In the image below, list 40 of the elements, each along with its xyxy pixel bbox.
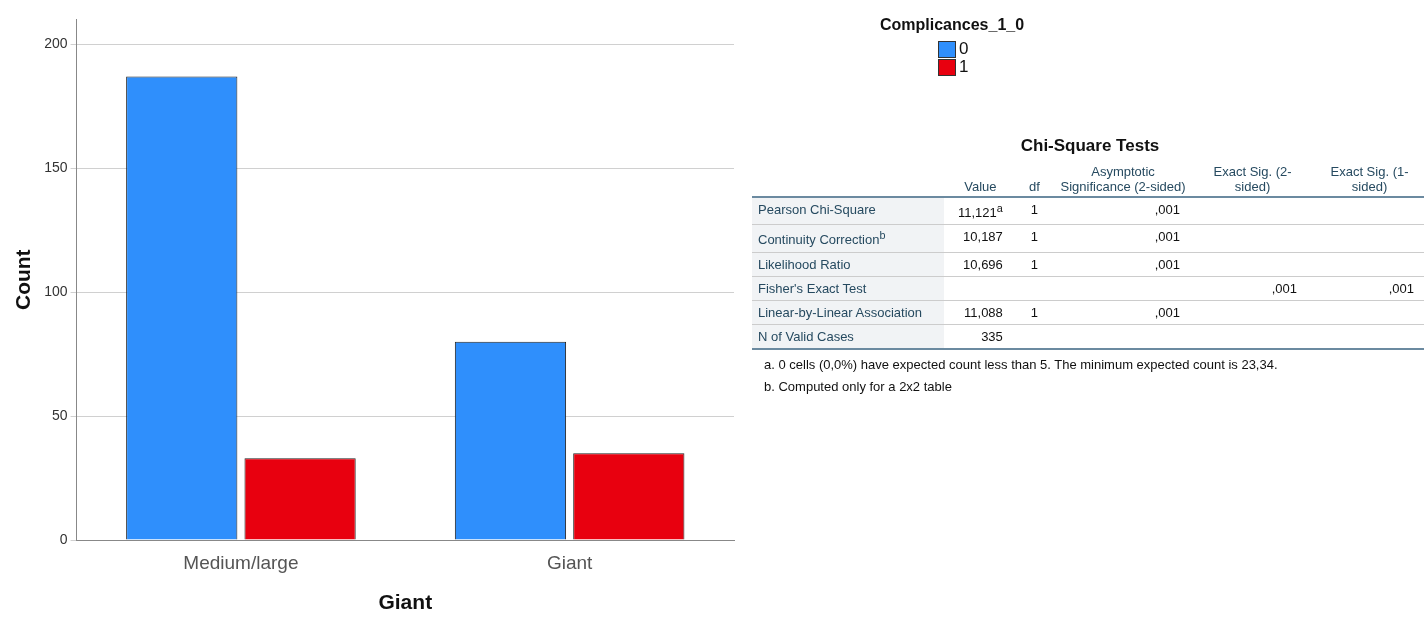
y-tick-label: 50 — [51, 406, 68, 423]
text: 1 — [1030, 304, 1039, 320]
category-label: Fisher's Exact Test — [758, 280, 867, 296]
text: ,001 — [1271, 280, 1298, 296]
text: 11,088 — [964, 304, 1003, 320]
text: b. Computed only for a 2x2 table — [764, 378, 953, 394]
category-label: Linear-by-Linear Association — [758, 304, 923, 320]
category-label: Likelihood Ratio — [758, 256, 851, 272]
legend-title: Complicances_1_0 — [880, 16, 1025, 34]
category-label: Exact Sig. (1-sided) — [1329, 163, 1410, 196]
y-axis-title: Count — [11, 249, 35, 311]
category-label: N of Valid Cases — [758, 328, 854, 344]
text: 335 — [981, 328, 1003, 344]
y-tick-label: 0 — [59, 530, 68, 547]
category-label: Exact Sig. (2-sided) — [1212, 163, 1293, 196]
legend-label: 0 — [959, 39, 969, 59]
category-label: Asymptotic Significance (2-sided) — [1059, 163, 1187, 196]
text: a. 0 cells (0,0%) have expected count less than 5. The minimum expected count is 23,34. — [764, 356, 1279, 372]
y-tick-label: 150 — [44, 159, 68, 175]
text: 10,696 — [963, 256, 1003, 272]
text: 1 — [1030, 202, 1039, 217]
category-label: df — [1028, 178, 1041, 196]
text: ,001 — [1388, 280, 1414, 296]
x-tick-label: Medium/large — [183, 551, 299, 573]
y-tick-label: 200 — [44, 35, 68, 52]
category-label: Continuity Correction$^{b}$ — [758, 229, 886, 248]
text: 1 — [1030, 256, 1039, 272]
text: 10,187 — [963, 229, 1003, 245]
text: ,001 — [1154, 229, 1181, 245]
text: ,001 — [1154, 304, 1181, 320]
category-label: Value — [963, 178, 998, 196]
x-axis-title: Giant — [378, 590, 433, 614]
text: 11,121$^{a}$ — [958, 202, 1003, 221]
text: 1 — [1030, 229, 1039, 245]
text: ,001 — [1154, 202, 1181, 217]
y-tick-label: 100 — [44, 282, 68, 299]
legend-label: 1 — [959, 57, 969, 77]
text: Chi-Square Tests — [1019, 136, 1161, 156]
category-label: Pearson Chi-Square — [758, 202, 876, 217]
text: ,001 — [1154, 256, 1181, 272]
